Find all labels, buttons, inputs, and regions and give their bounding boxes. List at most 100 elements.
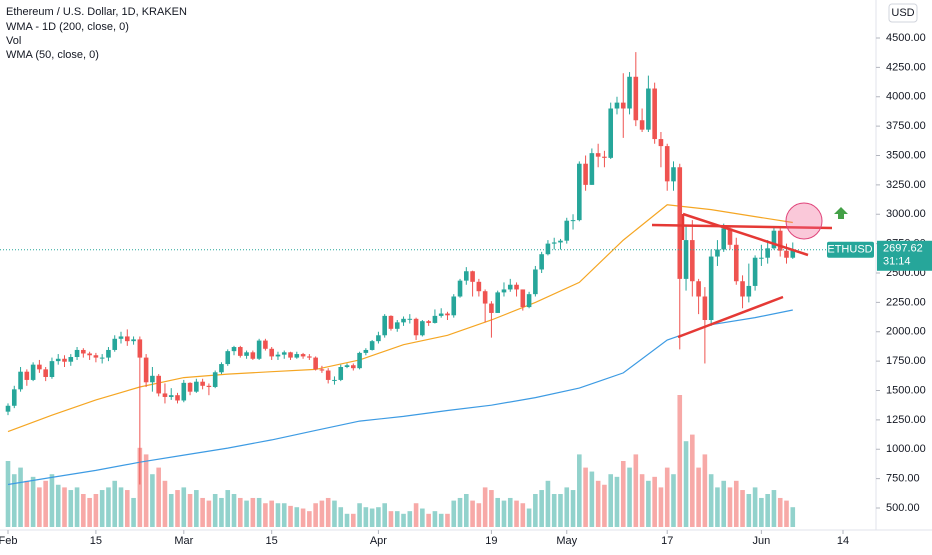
candle-body	[325, 370, 331, 380]
candle-body	[55, 358, 61, 362]
currency-box[interactable]	[888, 3, 918, 23]
volume-bar	[777, 497, 783, 527]
volume-bar	[344, 513, 350, 527]
x-tick-label: Jun	[753, 535, 771, 547]
y-tick-label: 1500.00	[886, 384, 926, 396]
candle-body	[11, 389, 17, 406]
candle-body	[294, 354, 300, 358]
candle-body	[715, 249, 720, 257]
indicator-label: Vol	[6, 35, 21, 47]
candle-body	[313, 357, 318, 370]
volume-bar	[426, 513, 431, 527]
volume-bar	[564, 487, 570, 527]
y-tick-label: 4250.00	[886, 61, 926, 73]
volume-bar	[244, 500, 249, 527]
y-tick-label: 3250.00	[886, 179, 926, 191]
candle-body	[219, 364, 224, 373]
volume-bar	[187, 494, 193, 527]
candle-body	[652, 88, 657, 140]
candle-body	[93, 355, 99, 358]
candle-body	[464, 271, 469, 281]
candle-body	[18, 371, 23, 390]
candle-body	[784, 250, 789, 258]
volume-bar	[790, 507, 796, 527]
candle-body	[577, 163, 582, 221]
volume-bar	[162, 480, 168, 527]
candle-body	[570, 220, 576, 222]
candle-body	[420, 321, 425, 336]
volume-bar	[288, 505, 293, 527]
volume-bar	[363, 507, 369, 527]
candle-body	[664, 146, 670, 182]
volume-bar	[281, 503, 287, 527]
volume-bar	[746, 494, 752, 527]
indicator-label: WMA (50, close, 0)	[6, 49, 99, 61]
volume-bar	[49, 474, 55, 527]
volume-bar	[671, 474, 676, 527]
volume-bar	[658, 487, 664, 527]
up-arrow	[834, 207, 848, 219]
candle-body	[407, 318, 413, 320]
volume-bar	[137, 447, 143, 527]
chart-title: Ethereum / U.S. Dollar, 1D, KRAKEN	[6, 6, 187, 18]
volume-bar	[338, 507, 344, 527]
volume-bar	[156, 467, 161, 527]
volume-bar	[124, 490, 130, 527]
volume-bar	[263, 503, 268, 527]
volume-bar	[219, 497, 224, 527]
candle-body	[344, 365, 350, 367]
candle-body	[482, 291, 488, 304]
volume-bar	[401, 513, 406, 527]
volume-bar	[357, 503, 362, 527]
volume-bar	[514, 500, 519, 527]
volume-bar	[307, 511, 312, 527]
drawings	[651, 202, 848, 339]
candle-body	[752, 257, 758, 286]
countdown-label: 31:14	[883, 256, 911, 268]
candle-body	[263, 340, 268, 349]
candle-body	[388, 315, 394, 329]
candle-body	[614, 102, 620, 109]
volume-bar	[740, 490, 745, 527]
candle-body	[256, 340, 262, 359]
volume-bar	[81, 494, 86, 527]
candle-body	[319, 369, 325, 371]
trend-line	[682, 212, 809, 257]
volume-bar	[702, 454, 708, 527]
candle-body	[539, 254, 544, 270]
candle-body	[43, 369, 48, 377]
candle-body	[99, 357, 105, 359]
x-tick-label: 17	[661, 535, 673, 547]
volume-bar	[445, 513, 450, 527]
candle-body	[187, 382, 193, 392]
candle-body	[68, 357, 74, 362]
volume-bar	[181, 487, 187, 527]
candle-body	[790, 249, 796, 258]
volume-bar	[639, 474, 645, 527]
candle-body	[401, 318, 406, 323]
candle-body	[671, 167, 676, 182]
volume-bar	[269, 500, 274, 527]
volume-bar	[294, 507, 300, 527]
volume-bar	[545, 480, 551, 527]
volume-bar	[627, 467, 632, 527]
volume-bar	[577, 454, 582, 527]
candle-body	[137, 339, 143, 358]
candle-body	[432, 315, 438, 323]
candle-body	[124, 336, 130, 342]
candle-body	[363, 349, 369, 353]
candle-body	[457, 280, 463, 297]
volume-bar	[388, 511, 394, 527]
volume-bar	[313, 503, 318, 527]
volume-bar	[231, 494, 237, 527]
currency-label[interactable]: USD	[891, 7, 914, 19]
candle-body	[620, 102, 626, 109]
candle-body	[413, 318, 419, 336]
plot-area	[0, 52, 876, 527]
volume-bar	[143, 454, 149, 527]
y-tick-label: 2250.00	[886, 296, 926, 308]
x-tick-label: May	[556, 535, 577, 547]
volume-bar	[24, 480, 30, 527]
volume-bar	[520, 503, 526, 527]
volume-bar	[55, 484, 61, 527]
